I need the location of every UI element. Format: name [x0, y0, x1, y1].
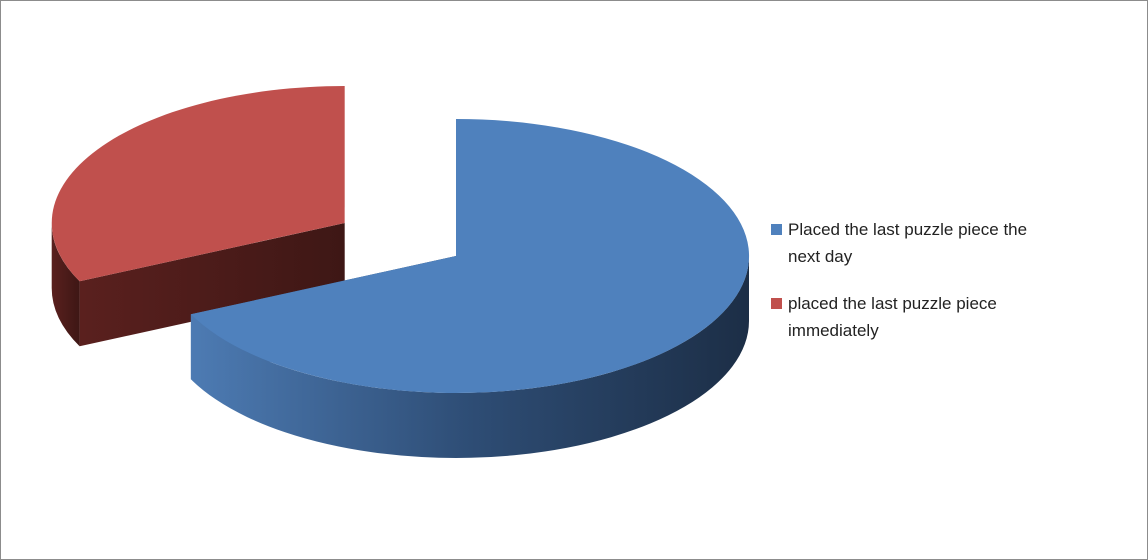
slice-face: [79, 223, 345, 347]
slice: [190, 119, 750, 393]
legend: Placed the last puzzle piece the next da…: [769, 216, 1059, 364]
legend-label: placed the last puzzle piece immediately: [788, 294, 997, 340]
legend-item: Placed the last puzzle piece the next da…: [769, 216, 1059, 270]
slice-side: [51, 223, 80, 347]
slice-side: [190, 256, 749, 458]
legend-label: Placed the last puzzle piece the next da…: [788, 220, 1028, 266]
legend-item: placed the last puzzle piece immediately: [769, 290, 1059, 344]
legend-swatch: [771, 298, 782, 309]
legend-swatch: [771, 224, 782, 235]
slice: [51, 86, 345, 282]
